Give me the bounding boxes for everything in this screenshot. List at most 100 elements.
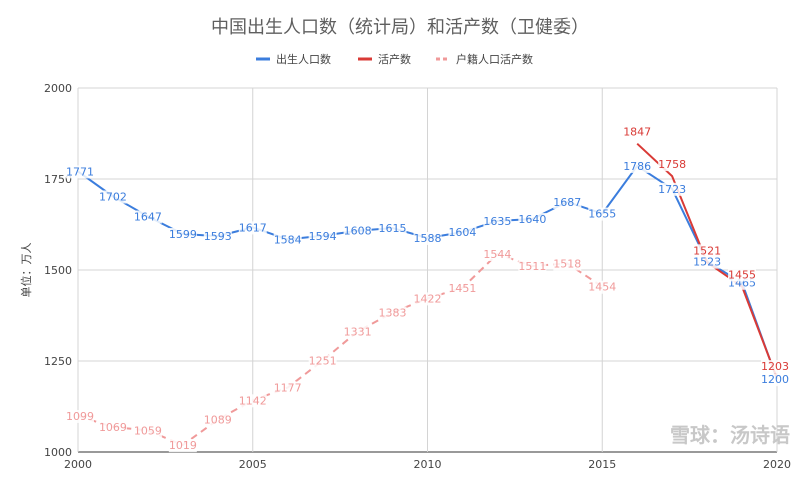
data-label: 1608 <box>344 225 372 238</box>
legend: 出生人口数 活产数 户籍人口活产数 <box>256 52 533 66</box>
y-tick-label: 1500 <box>44 264 72 277</box>
data-label: 1599 <box>169 228 197 241</box>
chart-title: 中国出生人口数（统计局）和活产数（卫健委） <box>211 17 589 38</box>
data-label-bg <box>133 210 162 224</box>
x-tick-label: 2005 <box>239 458 267 471</box>
x-tick-label: 2000 <box>64 458 92 471</box>
data-label-bg <box>133 424 162 438</box>
data-label-bg <box>168 227 197 241</box>
data-label-bg <box>308 354 337 368</box>
data-label: 1604 <box>448 226 476 239</box>
data-label-bg <box>588 280 617 294</box>
data-label: 1069 <box>99 421 127 434</box>
y-tick-label: 2000 <box>44 82 72 95</box>
data-label-bg <box>238 394 267 408</box>
series-line-3 <box>77 253 603 447</box>
data-label-bg <box>203 413 232 427</box>
legend-label: 户籍人口活产数 <box>456 52 533 66</box>
axes: 1000 1250 1500 1750 2000 2000 2005 2010 2015 2020 <box>44 82 791 471</box>
data-label: 1511 <box>518 260 546 273</box>
data-label: 1771 <box>66 165 94 178</box>
data-label: 1615 <box>379 222 407 235</box>
data-label: 1584 <box>274 233 302 246</box>
data-label: 1702 <box>99 190 127 203</box>
data-label-bg <box>238 221 267 235</box>
data-label-bg <box>518 259 547 273</box>
data-label: 1544 <box>483 248 511 261</box>
data-label: 1518 <box>553 257 581 270</box>
data-label-bg <box>273 233 302 247</box>
data-label: 1019 <box>169 439 197 452</box>
data-label: 1521 <box>693 244 721 257</box>
data-label-bg <box>378 306 407 320</box>
data-label: 1523 <box>693 256 721 269</box>
data-label-bg <box>413 292 442 306</box>
data-label: 1786 <box>623 160 651 173</box>
y-axis-label: 单位：万人 <box>19 243 33 298</box>
y-tick-label: 1250 <box>44 355 72 368</box>
data-label: 1454 <box>588 281 616 294</box>
y-tick-label: 1750 <box>44 173 72 186</box>
data-label-bg <box>168 439 197 453</box>
data-label-bg <box>66 165 94 179</box>
data-label: 1593 <box>204 230 232 243</box>
watermark-text: 雪球：汤诗语 <box>670 423 790 447</box>
data-label-bg <box>343 224 372 238</box>
x-tick-label: 2015 <box>588 458 616 471</box>
data-label: 1177 <box>274 382 302 395</box>
data-label-bg <box>483 247 512 261</box>
legend-label: 活产数 <box>378 52 411 66</box>
data-label-bg <box>553 195 582 209</box>
data-label: 1089 <box>204 414 232 427</box>
x-tick-label: 2020 <box>763 458 791 471</box>
data-label: 1847 <box>623 126 651 139</box>
data-label: 1588 <box>414 232 442 245</box>
legend-label: 出生人口数 <box>276 52 331 66</box>
data-label: 1723 <box>658 183 686 196</box>
data-label-bg <box>553 257 582 271</box>
data-label: 1617 <box>239 221 267 234</box>
data-label-bg <box>448 226 477 240</box>
data-labels: 1771 1702 1647 1599 1593 1617 1584 1594 1608 1615… <box>66 125 789 453</box>
data-label-bg <box>203 230 232 244</box>
data-label: 1594 <box>309 230 337 243</box>
data-label-bg <box>483 214 512 228</box>
data-label: 1455 <box>728 268 756 281</box>
data-label-bg <box>273 381 302 395</box>
data-label-bg <box>658 158 687 172</box>
data-label: 1331 <box>344 326 372 339</box>
data-label-bg <box>693 255 722 269</box>
data-label-bg <box>343 325 372 339</box>
data-label-bg <box>518 213 547 227</box>
data-label-bg <box>728 268 757 282</box>
data-label: 1655 <box>588 208 616 221</box>
y-tick-label: 1000 <box>44 446 72 459</box>
data-label-bg <box>588 207 617 221</box>
data-label-bg <box>66 409 94 423</box>
data-label: 1203 <box>761 360 789 373</box>
data-label-bg <box>98 190 127 204</box>
data-label-bg <box>658 182 687 196</box>
data-label-bg <box>413 231 442 245</box>
data-label: 1758 <box>658 158 686 171</box>
data-label: 1099 <box>66 410 94 423</box>
data-label: 1200 <box>761 373 789 386</box>
data-label: 1451 <box>448 282 476 295</box>
grid <box>77 87 778 453</box>
data-label-bg <box>761 360 789 374</box>
data-label: 1142 <box>239 394 267 407</box>
data-label-bg <box>98 420 127 434</box>
data-label: 1647 <box>134 210 162 223</box>
data-label: 1687 <box>553 196 581 209</box>
data-label: 1383 <box>379 307 407 320</box>
data-label: 1422 <box>414 292 442 305</box>
data-label-bg <box>448 281 477 295</box>
data-label-bg <box>761 373 789 387</box>
data-label-bg <box>623 125 652 139</box>
data-label-bg <box>623 159 652 173</box>
x-tick-label: 2010 <box>414 458 442 471</box>
data-label-bg <box>693 244 722 258</box>
data-label: 1640 <box>518 213 546 226</box>
data-label-bg <box>308 229 337 243</box>
